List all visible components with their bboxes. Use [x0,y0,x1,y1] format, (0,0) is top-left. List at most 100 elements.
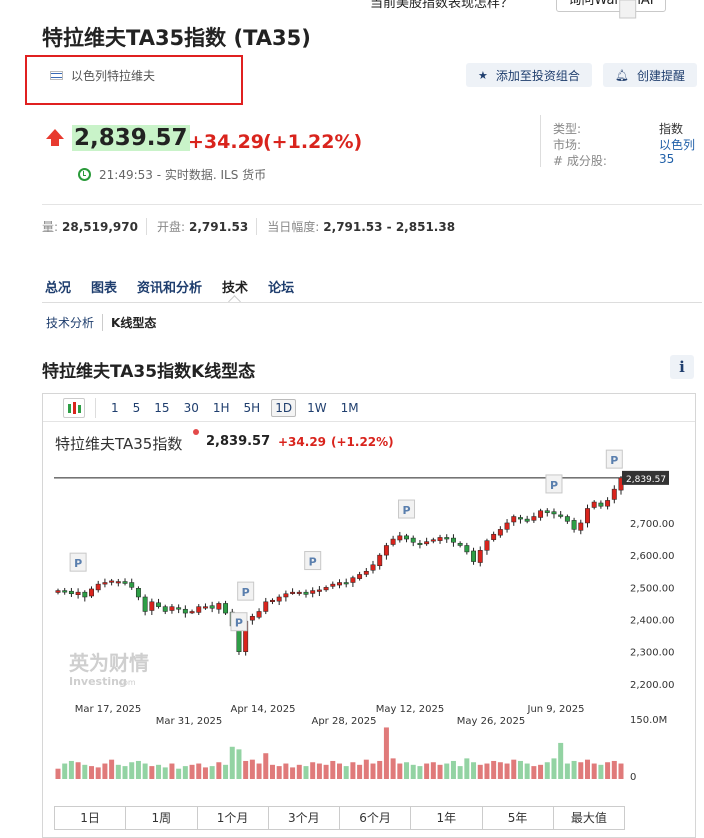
candle-up [256,611,262,618]
range-5y[interactable]: 5年 [483,807,554,829]
add-to-portfolio-button[interactable]: ★ 添加至投资组合 [466,63,592,87]
y-tick-label: 2,200.00 [630,680,675,691]
range-1d[interactable]: 1日 [55,807,127,829]
candle [598,500,604,509]
volume-bar [290,767,296,779]
tab-charts[interactable]: 图表 [91,281,118,296]
info-market-link[interactable]: 以色列 [659,138,696,152]
candle-up [203,606,208,609]
candle-down [223,603,229,614]
candle-up [397,535,403,541]
subtab-technical-analysis[interactable]: 技术分析 [46,316,95,330]
interval-1h[interactable]: 1H [212,400,230,415]
candle-up [424,541,430,545]
volume-bar [216,762,222,779]
volume-bar [551,758,557,779]
candle-up [109,580,115,583]
main-tabs: 总况 图表 资讯和分析 技术 论坛 [45,277,294,296]
candle [383,542,389,560]
volume-bar [517,760,523,779]
candle-down [571,520,577,530]
candle-down [464,545,470,553]
interval-30[interactable]: 30 [183,400,199,415]
volume-bar [370,763,376,779]
pattern-marker: P [304,551,322,571]
candle [249,613,255,625]
candle [115,578,121,587]
tab-forum[interactable]: 论坛 [268,281,295,296]
interval-5[interactable]: 5 [132,400,141,415]
interval-15[interactable]: 15 [154,400,170,415]
volume-bar [584,759,590,779]
candle [397,531,403,543]
interval-1[interactable]: 1 [111,400,119,415]
candle [55,588,61,595]
info-market-label: 市场: [553,138,582,152]
tab-overview[interactable]: 总况 [45,281,72,296]
candlestick-type-icon[interactable] [63,397,85,418]
volume-axis-label: 0 [630,772,636,783]
country-tag[interactable]: 以色列特拉维夫 [50,67,155,84]
interval-1w[interactable]: 1W [307,400,327,415]
candle-up [377,554,383,567]
candle-up [591,501,597,508]
candle [310,587,316,598]
create-alert-button[interactable]: 🔔︎ 创建提醒 [603,63,697,87]
candle-up [363,570,369,575]
candle-up [149,601,155,611]
candle-down [176,607,182,610]
pattern-marker-label: P [309,556,317,569]
candle-up [249,616,255,621]
candle [571,517,577,533]
pattern-marker-box [605,449,623,469]
tab-news-analysis[interactable]: 资讯和分析 [137,281,203,296]
interval-1d[interactable]: 1D [271,398,297,417]
volume-bar [564,763,570,779]
info-components-link[interactable]: 35 [659,152,675,166]
volume-bar [62,763,68,779]
interval-1m[interactable]: 1M [340,400,359,415]
chart-instrument-name: 特拉维夫TA35指数 [55,435,183,453]
range-1m[interactable]: 1个月 [198,807,269,829]
volume-bar [75,762,81,779]
candle-up [89,588,94,597]
candle-down [135,588,141,598]
tabs-divider [42,302,702,303]
range-6m[interactable]: 6个月 [340,807,412,829]
volume-bar [484,763,490,779]
range-1w[interactable]: 1周 [126,807,198,829]
candle [196,604,202,616]
candle-up [484,540,490,551]
range-max[interactable]: 最大值 [570,811,607,825]
candle-up [350,577,356,583]
range-1y[interactable]: 1年 [411,807,483,829]
candle-down [410,537,416,543]
volume-bar [115,764,121,779]
candle [95,580,101,593]
volume-bar [229,746,235,779]
candle-up [263,601,269,612]
interval-5h[interactable]: 5H [243,400,261,415]
volume-bar [450,760,456,779]
volume-bar [437,764,443,779]
candle [102,578,108,588]
volume-bar [343,766,349,779]
volume-bar [142,763,148,779]
volume-bar [256,763,262,779]
star-icon: ★ [478,68,488,82]
volume-bar [605,762,611,779]
candle-down [182,608,188,614]
range-3m[interactable]: 3个月 [269,807,340,829]
candle-up [216,603,222,610]
candle [256,608,262,620]
ask-warrenai-button[interactable]: 询问WarrenAI [556,0,666,12]
candle [524,515,530,524]
tab-technical[interactable]: 技术 [222,277,248,296]
candle [68,587,74,597]
info-icon[interactable]: i [670,355,694,379]
subtab-candlestick-patterns[interactable]: K线型态 [102,314,156,331]
candle-down [68,590,74,595]
chart-price: 2,839.57 [206,434,271,449]
candle-up [491,533,497,540]
